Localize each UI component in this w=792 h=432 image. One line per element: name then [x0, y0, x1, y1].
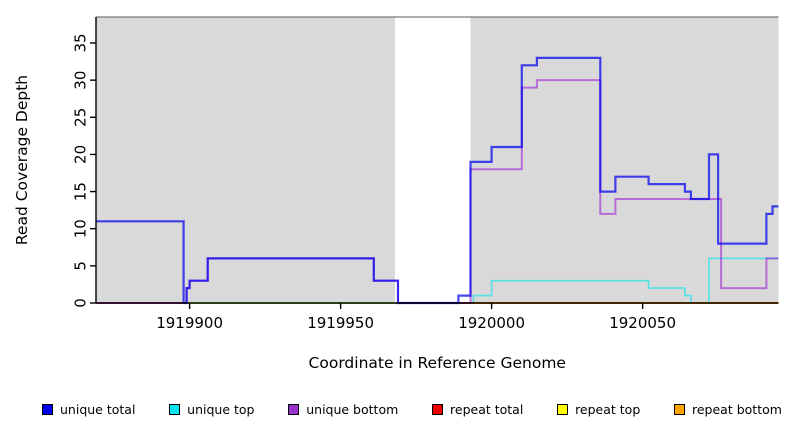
legend-item-unique-total: unique total [42, 402, 135, 417]
y-tick-label: 30 [72, 71, 90, 90]
legend-item-repeat-total: repeat total [432, 402, 523, 417]
legend-label: repeat bottom [692, 401, 782, 417]
legend-label: repeat top [575, 401, 641, 417]
legend-label: unique top [187, 401, 255, 417]
legend-label: unique bottom [306, 401, 399, 417]
y-tick-label: 20 [72, 145, 90, 164]
legend-swatch-unique-bottom [288, 403, 300, 415]
chart-legend: unique total unique top unique bottom repea… [42, 398, 782, 420]
shaded-band [96, 17, 395, 303]
x-tick-label: 1920050 [609, 314, 676, 332]
y-tick-label: 25 [72, 108, 90, 127]
legend-swatch-unique-top [169, 403, 181, 415]
legend-item-unique-bottom: unique bottom [288, 402, 398, 417]
y-tick-label: 15 [72, 182, 90, 201]
legend-item-unique-top: unique top [169, 402, 254, 417]
coverage-chart: 0 5 10 15 20 25 30 35 1919900 1919950 1920000 19200… [13, 16, 779, 372]
y-tick-label: 5 [72, 261, 90, 271]
y-tick-label: 35 [72, 33, 90, 52]
x-tick-label: 1919950 [307, 314, 374, 332]
legend-swatch-unique-total [42, 403, 53, 415]
x-axis-title: Coordinate in Reference Genome [309, 354, 566, 372]
y-tick-label: 10 [72, 219, 90, 238]
legend-swatch-repeat-bottom [674, 403, 685, 415]
legend-label: repeat total [450, 401, 524, 417]
x-tick-label: 1919900 [156, 314, 223, 332]
series-unique-total-line [96, 56, 779, 305]
shaded-band [470, 17, 779, 303]
legend-label: unique total [60, 401, 136, 417]
legend-item-repeat-bottom: repeat bottom [674, 402, 782, 417]
y-axis-title: Read Coverage Depth [13, 75, 31, 245]
x-tick-label: 1920000 [458, 314, 525, 332]
legend-swatch-repeat-total [432, 403, 444, 415]
legend-swatch-repeat-top [557, 403, 569, 415]
y-tick-label: 0 [72, 298, 90, 308]
legend-item-repeat-top: repeat top [557, 402, 640, 417]
